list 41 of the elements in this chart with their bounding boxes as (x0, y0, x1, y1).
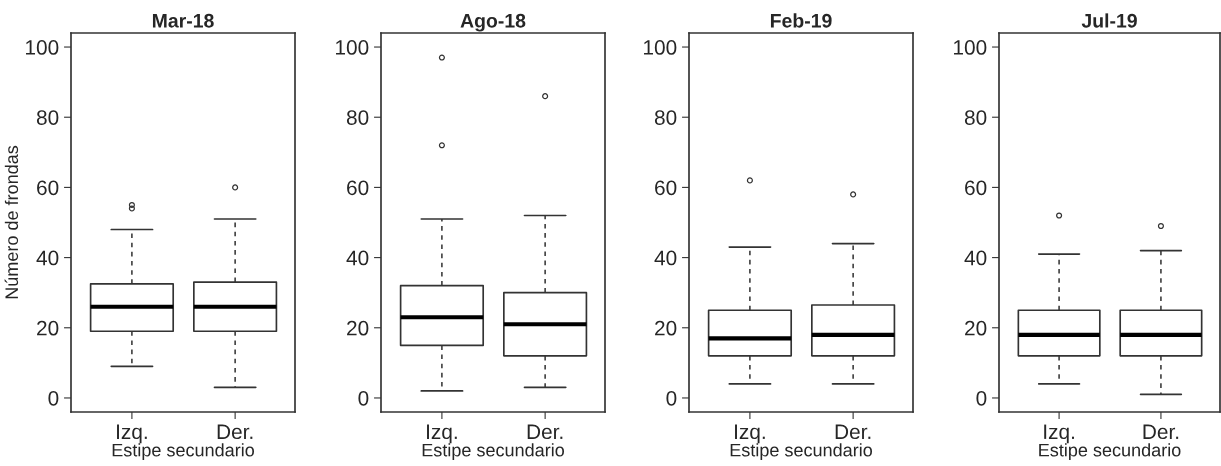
y-tick-label: 40 (346, 250, 369, 266)
x-tick-label: Izq. (1044, 424, 1074, 444)
y-axis-title: Número de frondas (4, 145, 19, 299)
y-tick-label: 0 (48, 390, 59, 406)
x-axis-title: Estipe secundario (422, 443, 565, 461)
y-tick-label: 0 (666, 390, 677, 406)
y-tick-label: 20 (965, 320, 987, 336)
x-tick-label: Izq. (735, 424, 765, 444)
x-tick-label: Der. (835, 424, 871, 440)
y-tick-label: 40 (36, 250, 59, 266)
chart-title: Feb-19 (770, 13, 832, 28)
x-tick-label: Izq. (427, 424, 457, 444)
x-tick-label: Izq. (117, 424, 147, 444)
y-tick-label: 60 (965, 180, 987, 196)
y-tick-label: 60 (37, 180, 59, 196)
y-tick-label: 20 (37, 320, 59, 336)
y-tick-label: 0 (976, 390, 987, 406)
y-tick-label: 20 (347, 320, 369, 336)
y-tick-label: 80 (964, 110, 987, 125)
y-tick-label: 80 (346, 110, 369, 125)
y-tick-label: 60 (347, 180, 369, 196)
y-tick-label: 60 (655, 180, 677, 196)
y-tick-label: 0 (358, 390, 369, 406)
chart-title: Ago-18 (460, 13, 526, 32)
y-tick-label: 100 (954, 40, 987, 55)
y-tick-label: 100 (336, 40, 369, 55)
x-tick-label: Der. (217, 424, 253, 440)
x-tick-label: Der. (1143, 424, 1179, 440)
y-tick-label: 100 (644, 40, 677, 55)
y-tick-label: 40 (654, 250, 677, 266)
y-tick-label: 20 (655, 320, 677, 336)
y-tick-label: 80 (36, 110, 59, 125)
y-tick-label: 100 (26, 40, 59, 55)
y-tick-label: 40 (964, 250, 987, 266)
x-tick-label: Der. (527, 424, 563, 440)
chart-title: Mar-18 (152, 13, 214, 28)
x-axis-title: Estipe secundario (112, 443, 255, 461)
x-axis-title: Estipe secundario (1039, 443, 1181, 461)
x-axis-title: Estipe secundario (730, 443, 873, 461)
y-tick-label: 80 (654, 110, 677, 125)
chart-title: Jul-19 (1081, 13, 1137, 28)
